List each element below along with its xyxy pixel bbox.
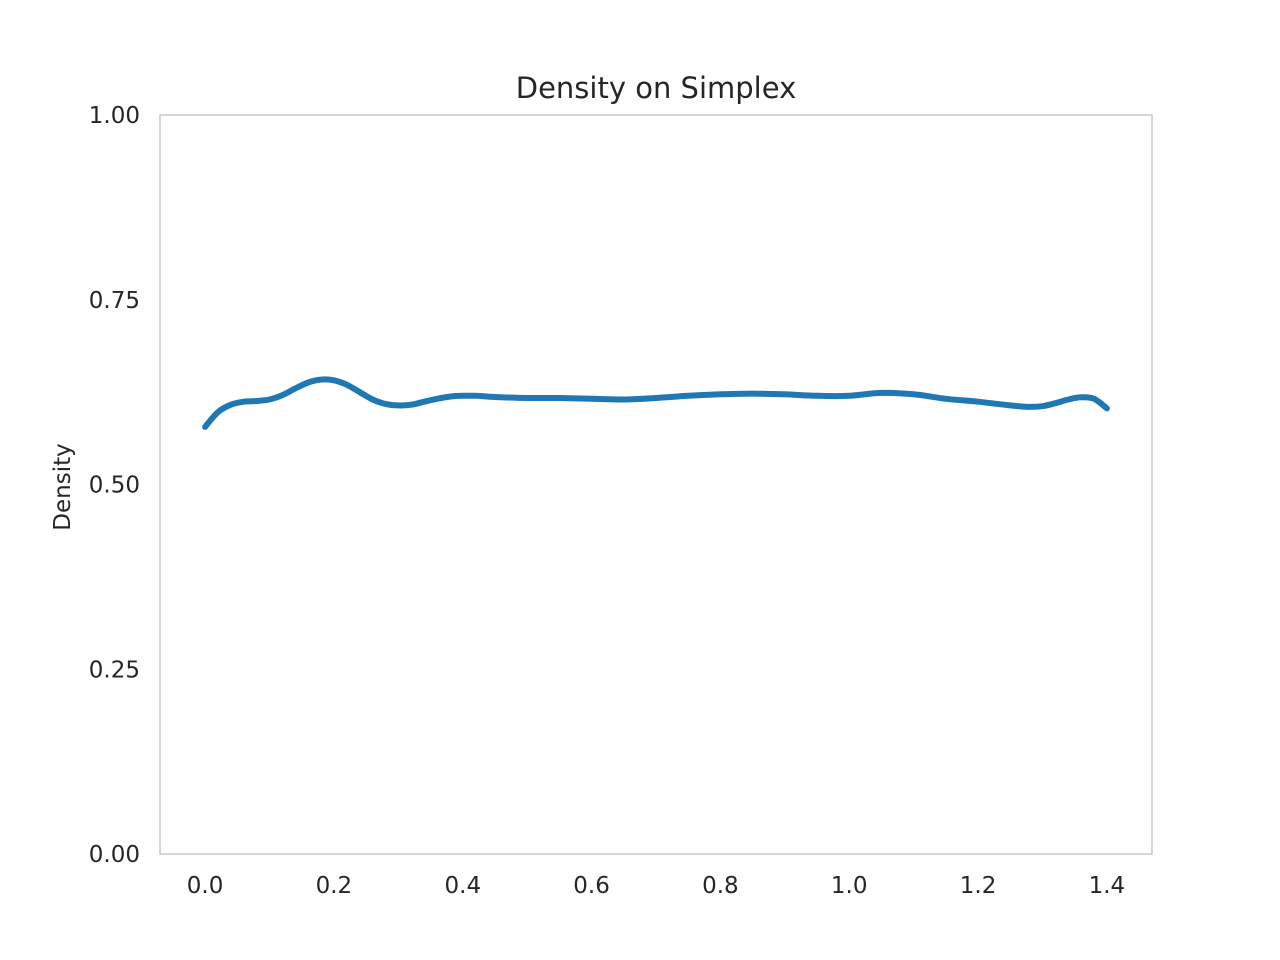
- y-tick-label: 1.00: [89, 103, 140, 129]
- x-tick-label: 0.0: [187, 873, 224, 899]
- y-axis-ticks: 0.00 0.25 0.50 0.75 1.00: [89, 103, 140, 868]
- series-layer: [202, 376, 1110, 430]
- y-tick-label: 0.50: [89, 473, 140, 499]
- y-tick-label: 0.00: [89, 842, 140, 868]
- plot-area-frame: [159, 114, 1153, 855]
- y-tick-label: 0.75: [89, 288, 140, 314]
- x-tick-label: 0.6: [573, 873, 610, 899]
- x-tick-label: 1.4: [1089, 873, 1126, 899]
- x-tick-label: 0.8: [702, 873, 739, 899]
- x-tick-label: 0.4: [445, 873, 482, 899]
- x-tick-label: 1.2: [960, 873, 997, 899]
- density-line: [202, 376, 1110, 430]
- y-axis-label: Density: [50, 443, 76, 530]
- chart-title: Density on Simplex: [516, 71, 796, 105]
- y-tick-label: 0.25: [89, 657, 140, 683]
- x-tick-label: 1.0: [831, 873, 868, 899]
- x-tick-label: 0.2: [316, 873, 353, 899]
- x-axis-ticks: 0.0 0.2 0.4 0.6 0.8 1.0 1.2 1.4: [187, 873, 1125, 899]
